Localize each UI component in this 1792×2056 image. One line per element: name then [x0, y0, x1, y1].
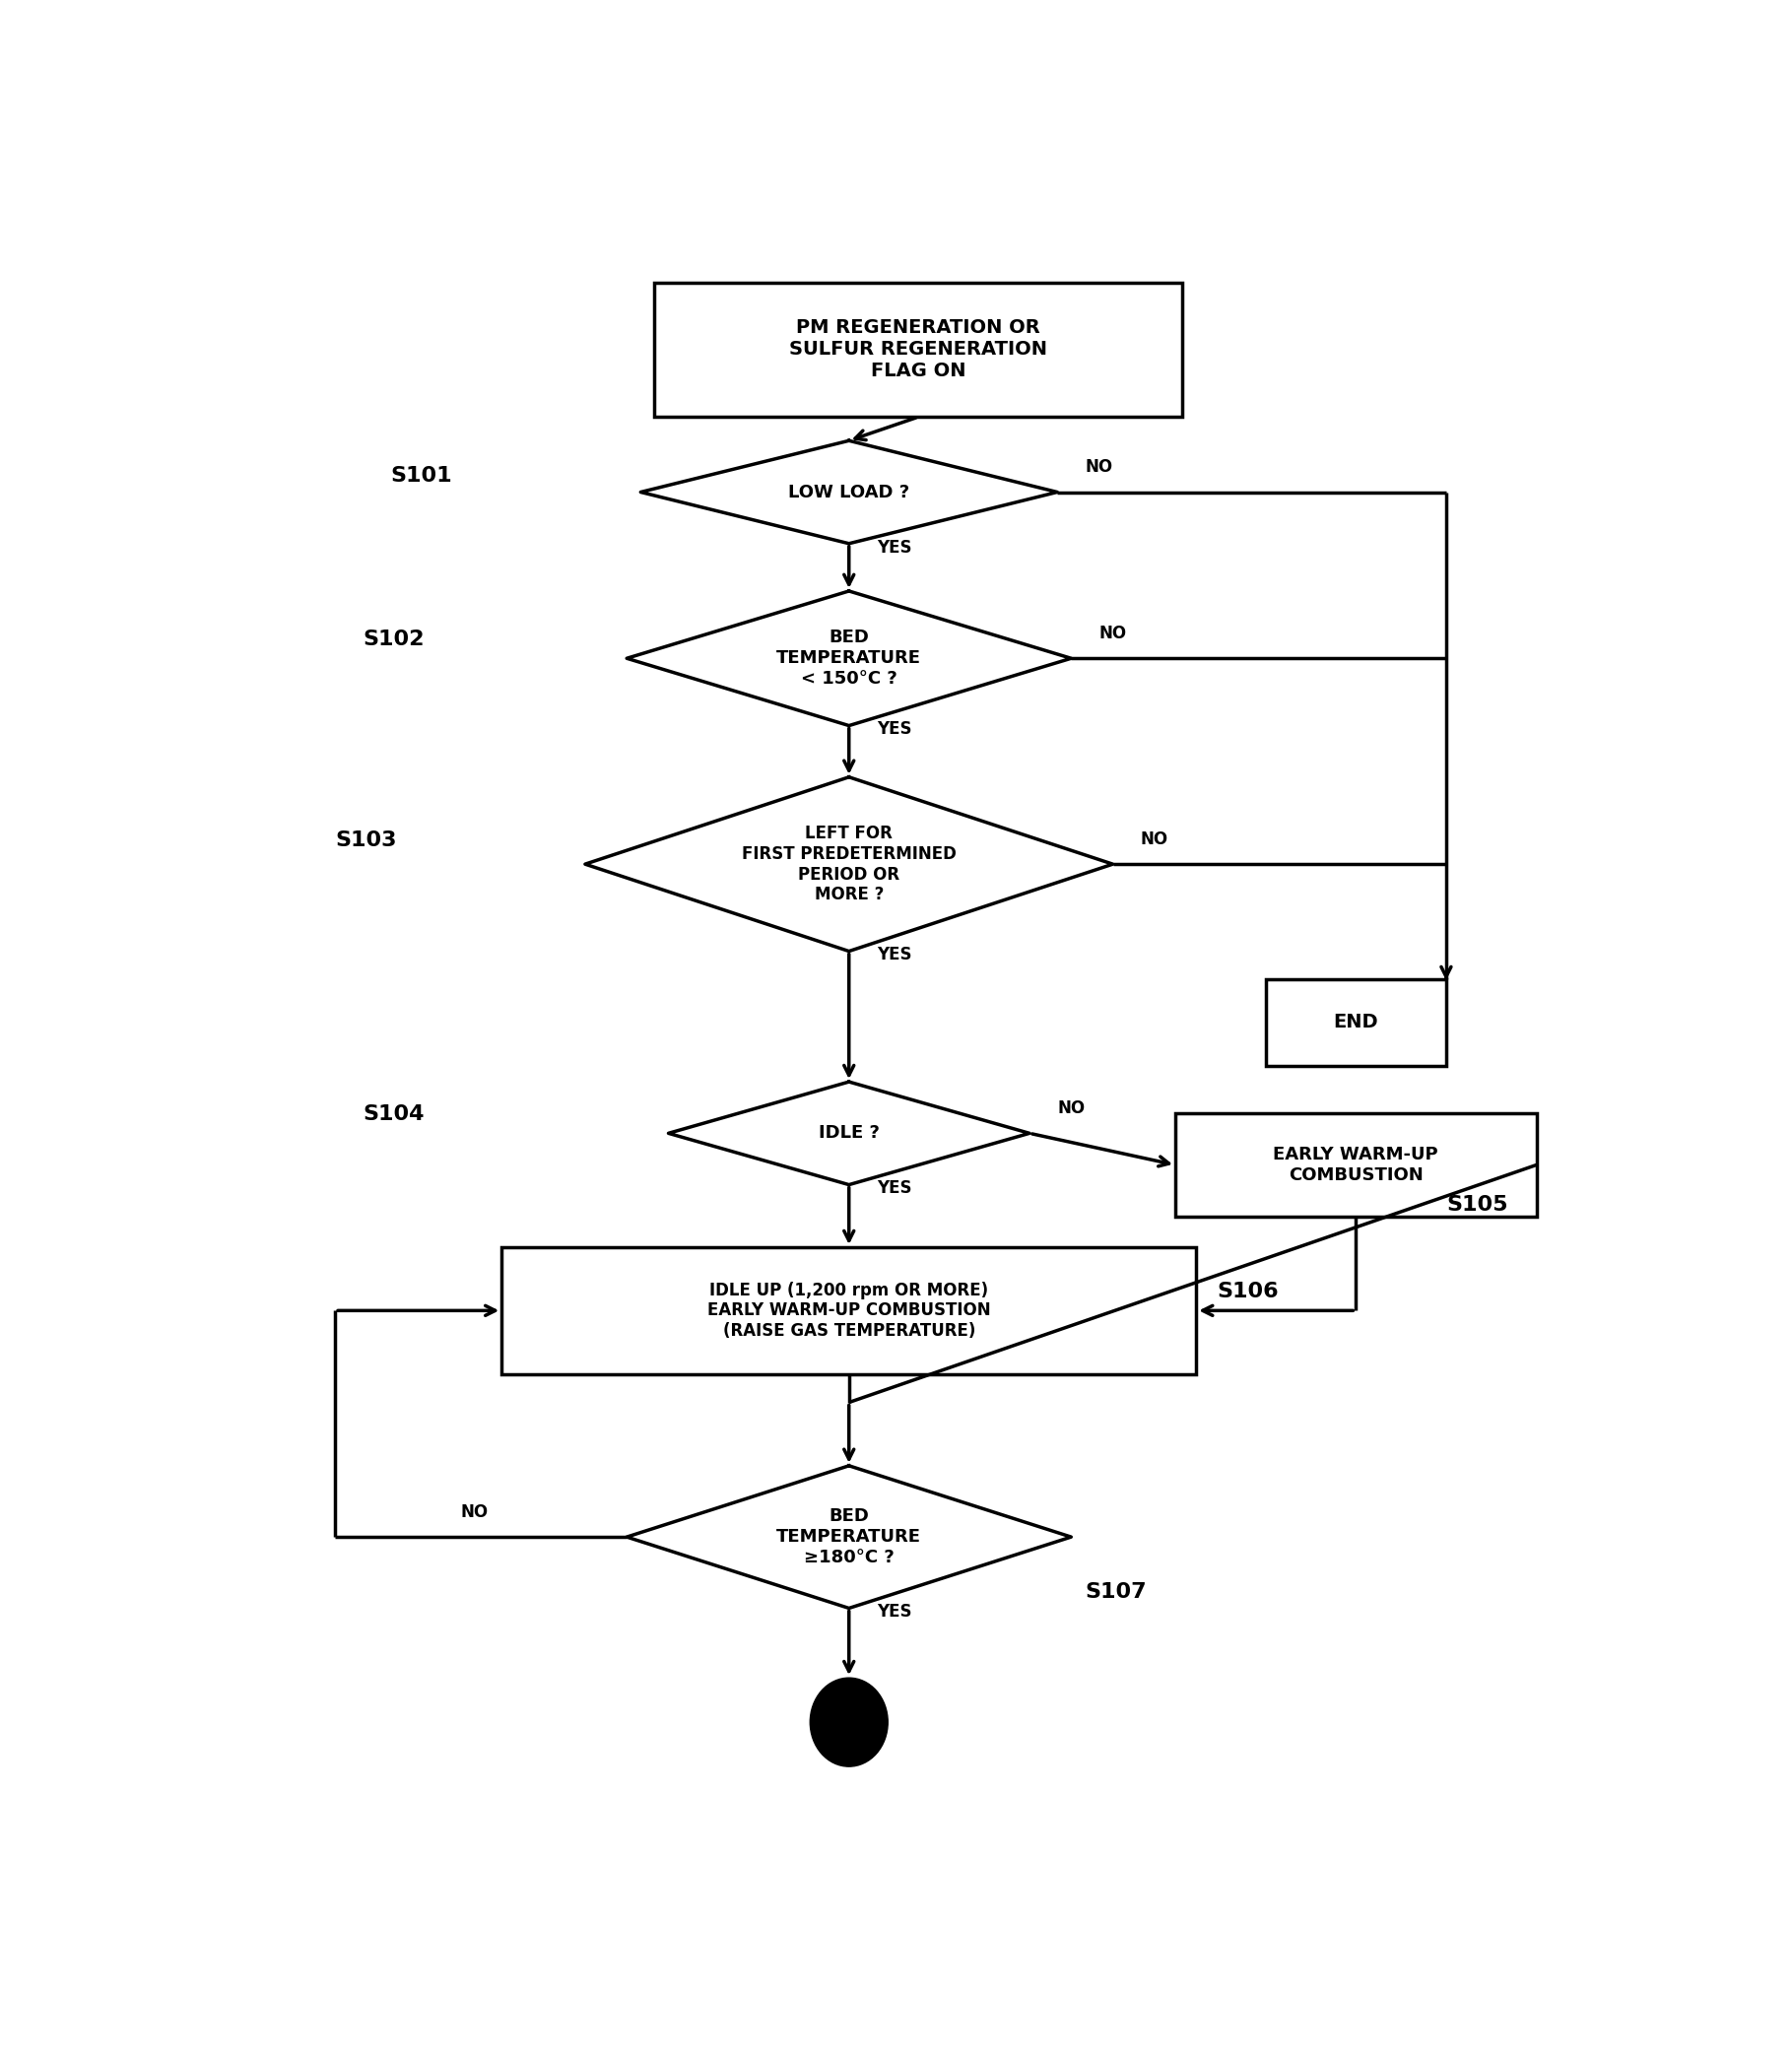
Text: S101: S101 [391, 467, 452, 485]
Text: LEFT FOR
FIRST PREDETERMINED
PERIOD OR
MORE ?: LEFT FOR FIRST PREDETERMINED PERIOD OR M… [742, 824, 957, 905]
Text: S102: S102 [362, 629, 425, 650]
Text: YES: YES [876, 1604, 912, 1620]
Circle shape [810, 1678, 887, 1766]
FancyBboxPatch shape [654, 282, 1183, 417]
FancyBboxPatch shape [1265, 979, 1446, 1065]
Polygon shape [627, 590, 1072, 726]
Polygon shape [584, 777, 1113, 952]
Text: NO: NO [1142, 831, 1168, 849]
Text: YES: YES [876, 539, 912, 557]
FancyBboxPatch shape [1176, 1114, 1536, 1217]
Text: YES: YES [876, 946, 912, 964]
Text: LOW LOAD ?: LOW LOAD ? [788, 483, 910, 502]
Text: IDLE UP (1,200 rpm OR MORE)
EARLY WARM-UP COMBUSTION
(RAISE GAS TEMPERATURE): IDLE UP (1,200 rpm OR MORE) EARLY WARM-U… [708, 1281, 991, 1341]
Text: YES: YES [876, 1180, 912, 1197]
Text: S107: S107 [1084, 1583, 1147, 1602]
Text: NO: NO [1098, 625, 1127, 641]
Polygon shape [642, 440, 1057, 543]
Text: S105: S105 [1446, 1195, 1507, 1215]
Text: NO: NO [1084, 458, 1113, 477]
Text: NO: NO [1057, 1100, 1084, 1118]
Text: S104: S104 [362, 1104, 425, 1125]
Polygon shape [668, 1081, 1029, 1184]
Text: PM REGENERATION OR
SULFUR REGENERATION
FLAG ON: PM REGENERATION OR SULFUR REGENERATION F… [788, 319, 1048, 380]
Text: IDLE ?: IDLE ? [819, 1125, 880, 1143]
Text: S103: S103 [335, 831, 396, 851]
Text: EARLY WARM-UP
COMBUSTION: EARLY WARM-UP COMBUSTION [1274, 1145, 1439, 1184]
Text: YES: YES [876, 720, 912, 738]
Text: BED
TEMPERATURE
≥180°C ?: BED TEMPERATURE ≥180°C ? [776, 1507, 921, 1567]
Polygon shape [627, 1466, 1072, 1608]
FancyBboxPatch shape [502, 1248, 1197, 1373]
Text: NO: NO [461, 1503, 487, 1521]
Text: S106: S106 [1217, 1281, 1279, 1301]
Text: BED
TEMPERATURE
< 150°C ?: BED TEMPERATURE < 150°C ? [776, 629, 921, 687]
Text: END: END [1333, 1014, 1378, 1032]
